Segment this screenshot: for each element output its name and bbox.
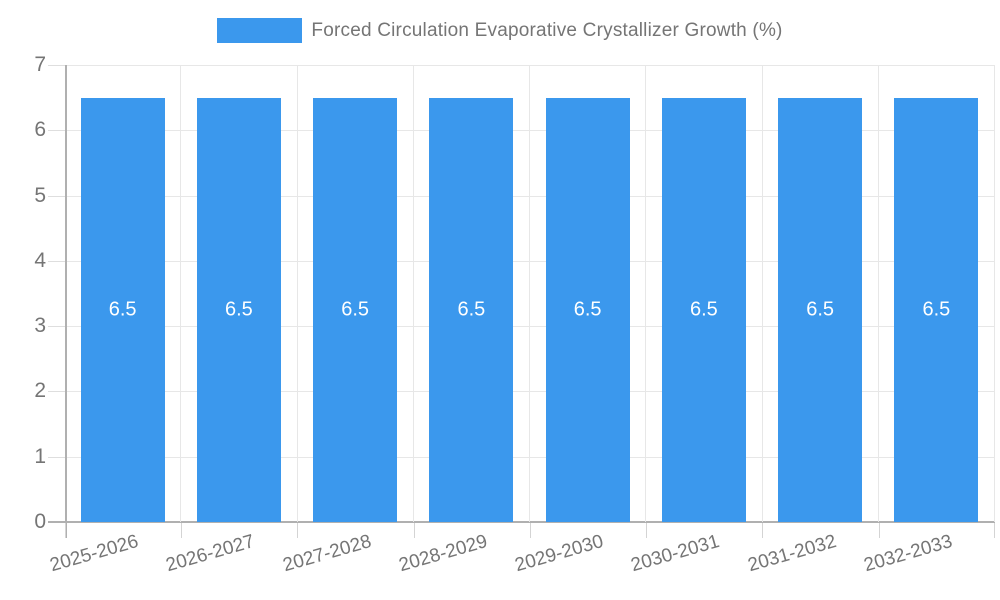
x-tick-mark bbox=[65, 523, 66, 538]
bar-value-label: 6.5 bbox=[806, 298, 835, 321]
y-tick-label: 1 bbox=[34, 445, 46, 468]
y-tick-mark bbox=[48, 261, 65, 262]
bar[interactable]: 6.5 bbox=[894, 97, 979, 522]
category-cell: 6.5 bbox=[879, 65, 995, 522]
y-tick-label: 6 bbox=[34, 118, 46, 141]
x-tick-mark bbox=[994, 523, 995, 538]
category-cell: 6.5 bbox=[646, 65, 763, 522]
x-category-label: 2032-2033 bbox=[861, 531, 955, 577]
gridline-horizontal bbox=[65, 196, 995, 197]
legend[interactable]: Forced Circulation Evaporative Crystalli… bbox=[0, 18, 1000, 43]
gridline-horizontal bbox=[65, 261, 995, 262]
y-tick-mark bbox=[48, 391, 65, 392]
x-tick-mark bbox=[646, 523, 647, 538]
x-category-label: 2030-2031 bbox=[628, 531, 722, 577]
bar[interactable]: 6.5 bbox=[80, 97, 165, 522]
y-tick-label: 7 bbox=[34, 53, 46, 76]
x-category-label: 2025-2026 bbox=[47, 531, 141, 577]
bar-value-label: 6.5 bbox=[922, 298, 951, 321]
bar-value-label: 6.5 bbox=[573, 298, 602, 321]
x-category-label: 2026-2027 bbox=[163, 531, 257, 577]
y-tick-mark bbox=[48, 326, 65, 327]
category-cell: 6.5 bbox=[181, 65, 298, 522]
y-axis-line bbox=[65, 65, 67, 538]
y-tick-mark bbox=[48, 65, 65, 66]
y-tick-mark bbox=[48, 196, 65, 197]
legend-swatch-icon bbox=[217, 18, 303, 43]
bar[interactable]: 6.5 bbox=[313, 97, 398, 522]
bar-value-label: 6.5 bbox=[341, 298, 370, 321]
x-tick-mark bbox=[879, 523, 880, 538]
bar-value-label: 6.5 bbox=[224, 298, 253, 321]
x-tick-mark bbox=[181, 523, 182, 538]
bar[interactable]: 6.5 bbox=[778, 97, 863, 522]
x-category-label: 2028-2029 bbox=[396, 531, 490, 577]
y-tick-label: 2 bbox=[34, 379, 46, 402]
x-tick-mark bbox=[414, 523, 415, 538]
y-tick-mark bbox=[48, 130, 65, 131]
bar[interactable]: 6.5 bbox=[661, 97, 746, 522]
bar[interactable]: 6.5 bbox=[429, 97, 514, 522]
bar-value-label: 6.5 bbox=[689, 298, 718, 321]
x-category-label: 2027-2028 bbox=[280, 531, 374, 577]
gridline-horizontal bbox=[65, 65, 995, 66]
plot-area: 6.5 6.5 6.5 6.5 6.5 6.5 bbox=[65, 65, 995, 522]
y-tick-label: 5 bbox=[34, 184, 46, 207]
category-cell: 6.5 bbox=[530, 65, 647, 522]
gridline-horizontal bbox=[65, 457, 995, 458]
bar-value-label: 6.5 bbox=[457, 298, 486, 321]
category-cell: 6.5 bbox=[763, 65, 879, 522]
y-tick-label: 4 bbox=[34, 249, 46, 272]
x-axis-line bbox=[48, 521, 995, 523]
gridline-horizontal bbox=[65, 391, 995, 392]
y-tick-mark bbox=[48, 457, 65, 458]
bar[interactable]: 6.5 bbox=[196, 97, 281, 522]
gridline-horizontal bbox=[65, 326, 995, 327]
x-category-label: 2029-2030 bbox=[512, 531, 606, 577]
x-tick-mark bbox=[530, 523, 531, 538]
x-tick-mark bbox=[762, 523, 763, 538]
gridline-horizontal bbox=[65, 130, 995, 131]
category-cell: 6.5 bbox=[414, 65, 530, 522]
category-cell: 6.5 bbox=[298, 65, 414, 522]
bar[interactable]: 6.5 bbox=[545, 97, 630, 522]
y-tick-label: 3 bbox=[34, 314, 46, 337]
x-tick-mark bbox=[297, 523, 298, 538]
bar-value-label: 6.5 bbox=[108, 298, 137, 321]
y-tick-label: 0 bbox=[34, 510, 46, 533]
x-category-label: 2031-2032 bbox=[745, 531, 839, 577]
category-cell: 6.5 bbox=[65, 65, 182, 522]
legend-label: Forced Circulation Evaporative Crystalli… bbox=[311, 19, 783, 41]
